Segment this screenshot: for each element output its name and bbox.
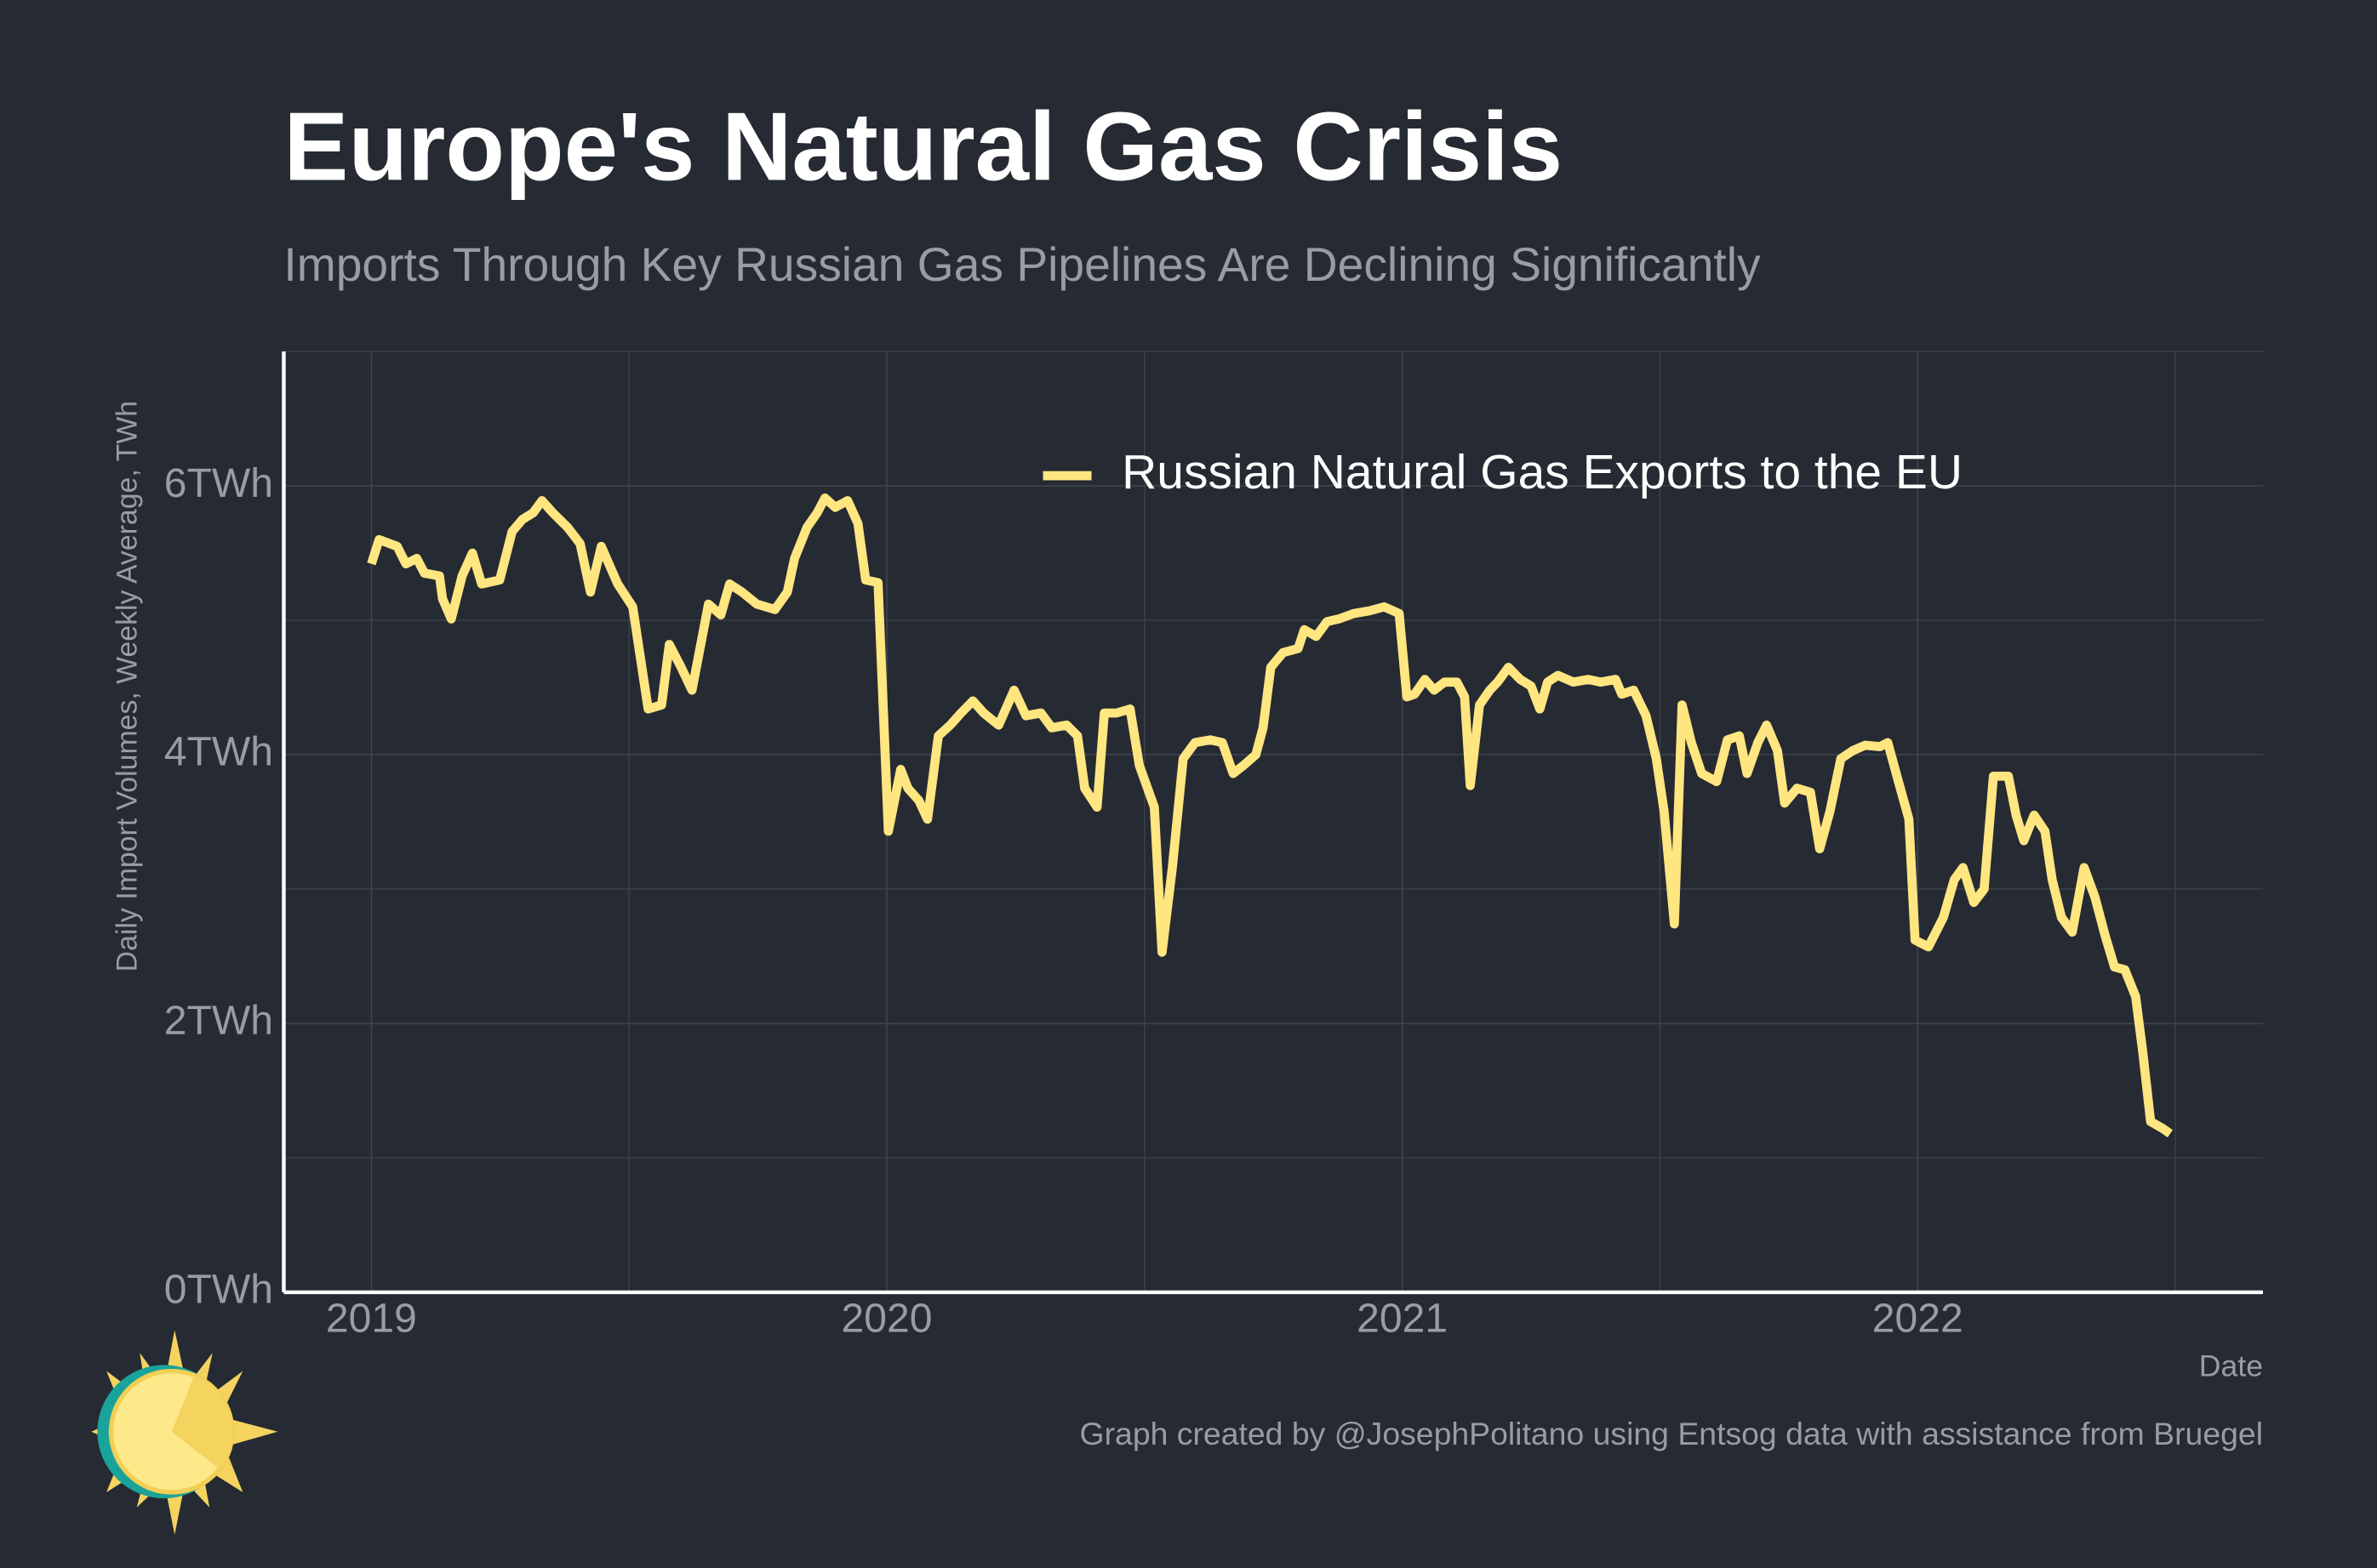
logo-face — [171, 1375, 233, 1470]
line-series — [367, 493, 2174, 1138]
chart-subtitle: Imports Through Key Russian Gas Pipeline… — [283, 238, 1761, 291]
y-tick-label: 6TWh — [164, 460, 273, 506]
x-tick-label: 2021 — [1357, 1295, 1448, 1341]
x-tick-label: 2019 — [326, 1295, 417, 1341]
legend-label: Russian Natural Gas Exports to the EU — [1122, 445, 1963, 499]
x-tick-label: 2022 — [1872, 1295, 1963, 1341]
y-tick-label: 2TWh — [164, 998, 273, 1044]
y-tick-label: 0TWh — [164, 1267, 273, 1313]
chart-title: Europe's Natural Gas Crisis — [283, 94, 1563, 202]
x-axis-label: Date — [2199, 1348, 2263, 1383]
caption: Graph created by @JosephPolitano using E… — [1080, 1416, 2263, 1451]
y-axis-label: Daily Import Volumes, Weekly Average, TW… — [111, 401, 144, 972]
logo — [91, 1330, 278, 1535]
x-tick-label: 2020 — [842, 1295, 933, 1341]
y-tick-label: 4TWh — [164, 729, 273, 775]
